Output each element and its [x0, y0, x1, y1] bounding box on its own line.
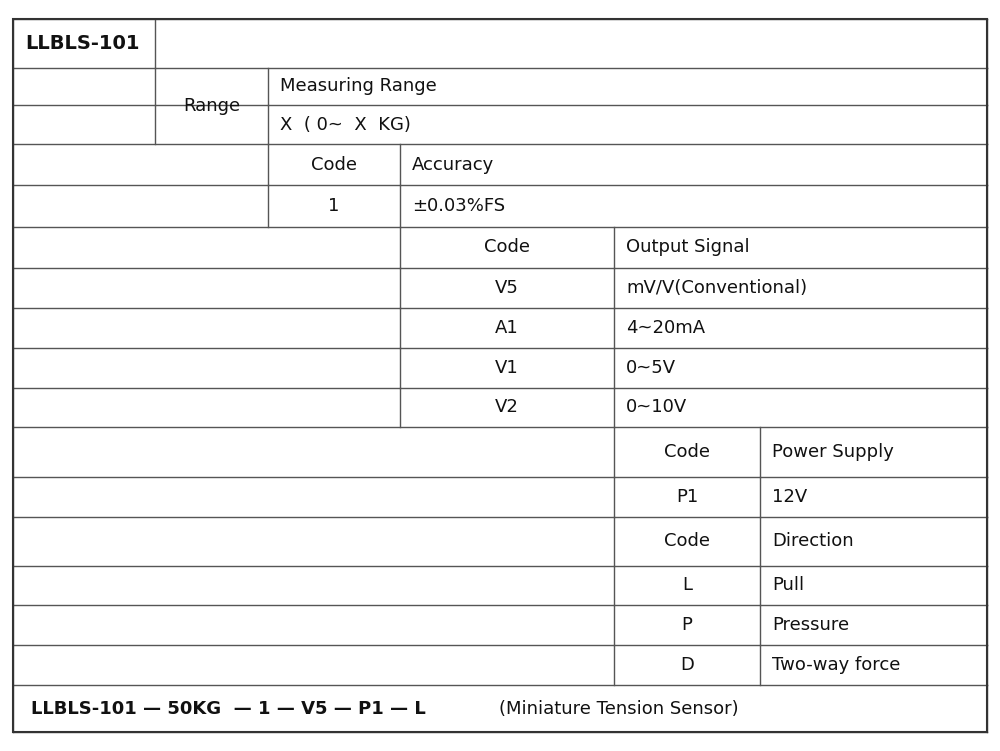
Text: Pull: Pull: [772, 577, 804, 594]
Text: ±0.03%FS: ±0.03%FS: [412, 198, 505, 215]
Text: A1: A1: [495, 319, 519, 336]
Text: P: P: [682, 617, 692, 634]
Text: V1: V1: [495, 359, 519, 376]
Text: D: D: [680, 656, 694, 674]
Text: 4~20mA: 4~20mA: [626, 319, 705, 336]
Text: P1: P1: [676, 488, 698, 505]
Text: Accuracy: Accuracy: [412, 156, 494, 173]
Text: L: L: [682, 577, 692, 594]
Text: LLBLS-101 — 50KG  — 1 — V5 — P1 — L: LLBLS-101 — 50KG — 1 — V5 — P1 — L: [31, 700, 426, 717]
Text: X  ( 0~  X  KG): X ( 0~ X KG): [280, 116, 411, 134]
Text: Two-way force: Two-way force: [772, 656, 900, 674]
Text: Code: Code: [664, 443, 710, 461]
Text: 12V: 12V: [772, 488, 807, 505]
Text: mV/V(Conventional): mV/V(Conventional): [626, 279, 807, 297]
Text: V5: V5: [495, 279, 519, 297]
Text: Power Supply: Power Supply: [772, 443, 894, 461]
Text: V2: V2: [495, 399, 519, 416]
Text: Measuring Range: Measuring Range: [280, 77, 437, 95]
Text: Range: Range: [183, 97, 240, 115]
Text: 0~10V: 0~10V: [626, 399, 687, 416]
Text: (Miniature Tension Sensor): (Miniature Tension Sensor): [476, 700, 739, 717]
Text: Code: Code: [311, 156, 357, 173]
Text: LLBLS-101: LLBLS-101: [25, 34, 140, 53]
Text: Code: Code: [484, 239, 530, 256]
Text: Pressure: Pressure: [772, 617, 849, 634]
Text: Code: Code: [664, 532, 710, 550]
Text: Output Signal: Output Signal: [626, 239, 750, 256]
Text: 1: 1: [328, 198, 340, 215]
Text: Direction: Direction: [772, 532, 854, 550]
Text: 0~5V: 0~5V: [626, 359, 676, 376]
